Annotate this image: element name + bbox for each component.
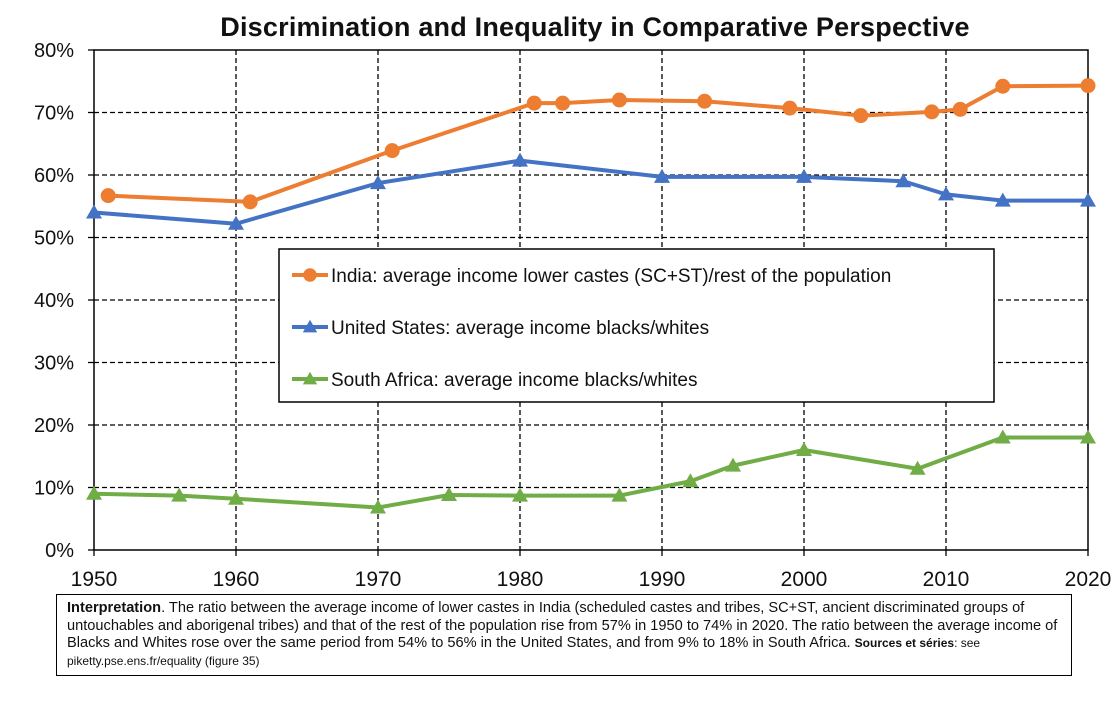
series-1: [86, 152, 1096, 230]
legend-marker: [302, 319, 318, 333]
series-line: [108, 83, 1089, 204]
data-point: [242, 194, 258, 210]
data-point: [1080, 192, 1096, 207]
x-tick-label: 1970: [355, 568, 402, 591]
data-point: [654, 168, 670, 183]
data-point: [697, 93, 713, 109]
y-tick-label: 0%: [45, 540, 74, 562]
data-point: [228, 490, 244, 505]
data-point: [370, 175, 386, 190]
data-point: [1080, 429, 1096, 444]
y-tick-label: 40%: [34, 290, 74, 312]
series-line: [93, 435, 1088, 510]
sources-label: Sources et séries: [854, 636, 955, 650]
x-tick-label: 1990: [639, 568, 686, 591]
y-axis: 0% 10% 20% 30% 40% 50% 60% 70% 80%: [34, 40, 94, 562]
x-axis: 1950 1960 1970 1980 1990 2000 2010 2020: [71, 550, 1112, 591]
data-point: [370, 499, 386, 514]
y-tick-label: 80%: [34, 40, 74, 62]
sources-text: : see piketty.pse.ens.fr/equality (figur…: [67, 636, 981, 668]
data-point: [796, 168, 812, 183]
data-point: [512, 152, 528, 167]
data-point: [526, 95, 542, 111]
data-point: [782, 100, 798, 116]
y-tick-label: 10%: [34, 478, 74, 500]
x-tick-label: 2000: [781, 568, 828, 591]
data-point: [938, 186, 954, 201]
data-point: [611, 92, 627, 108]
data-point: [555, 95, 571, 111]
series-line: [93, 158, 1088, 226]
data-point: [228, 215, 244, 230]
data-point: [611, 487, 628, 502]
data-point: [384, 143, 400, 159]
series-2: [86, 429, 1096, 514]
x-tick-label: 1950: [71, 568, 118, 591]
data-point: [995, 78, 1011, 94]
data-point: [512, 487, 528, 502]
line-chart: 0%10%20%30%40%50%60%70%80% 1950 1960 1970 1…: [34, 40, 1112, 591]
data-point: [86, 204, 102, 219]
interpretation-note: Interpretation. The ratio between the av…: [56, 594, 1072, 676]
data-point: [994, 192, 1011, 207]
data-point: [171, 487, 188, 502]
y-tick-label: 20%: [34, 415, 74, 437]
note-text: . The ratio between the average income o…: [67, 600, 1058, 651]
data-point: [1080, 78, 1096, 94]
legend-label: South Africa: average income blacks/whit…: [331, 370, 697, 391]
data-point: [924, 104, 940, 120]
data-point: [796, 442, 812, 456]
y-tick-label: 50%: [34, 228, 74, 250]
x-tick-label: 2010: [923, 568, 970, 591]
data-point: [909, 460, 926, 475]
legend-label: United States: average income blacks/whi…: [331, 318, 709, 339]
legend-label: India: average income lower castes (SC+S…: [331, 266, 891, 287]
x-tick-label: 1960: [213, 568, 260, 591]
data-point: [100, 188, 116, 204]
data-point: [682, 473, 699, 488]
y-tick-label: 30%: [34, 353, 74, 375]
data-point: [895, 173, 912, 188]
chart-title: Discrimination and Inequality in Compara…: [220, 12, 970, 42]
x-tick-label: 1980: [497, 568, 544, 591]
y-tick-label: 70%: [34, 103, 74, 125]
data-point: [853, 108, 869, 124]
data-point: [952, 101, 968, 117]
series: [86, 78, 1096, 514]
data-point: [86, 485, 102, 500]
legend: India: average income lower castes (SC+S…: [278, 248, 995, 403]
y-tick-label: 60%: [34, 165, 74, 187]
x-tick-label: 2020: [1065, 568, 1112, 591]
note-lead: Interpretation: [67, 600, 162, 616]
legend-marker: [302, 371, 318, 385]
legend-marker: [303, 268, 317, 282]
data-point: [441, 487, 457, 501]
legend-box: [278, 248, 995, 403]
data-point: [994, 429, 1011, 444]
data-point: [725, 457, 741, 472]
series-0: [100, 78, 1096, 210]
